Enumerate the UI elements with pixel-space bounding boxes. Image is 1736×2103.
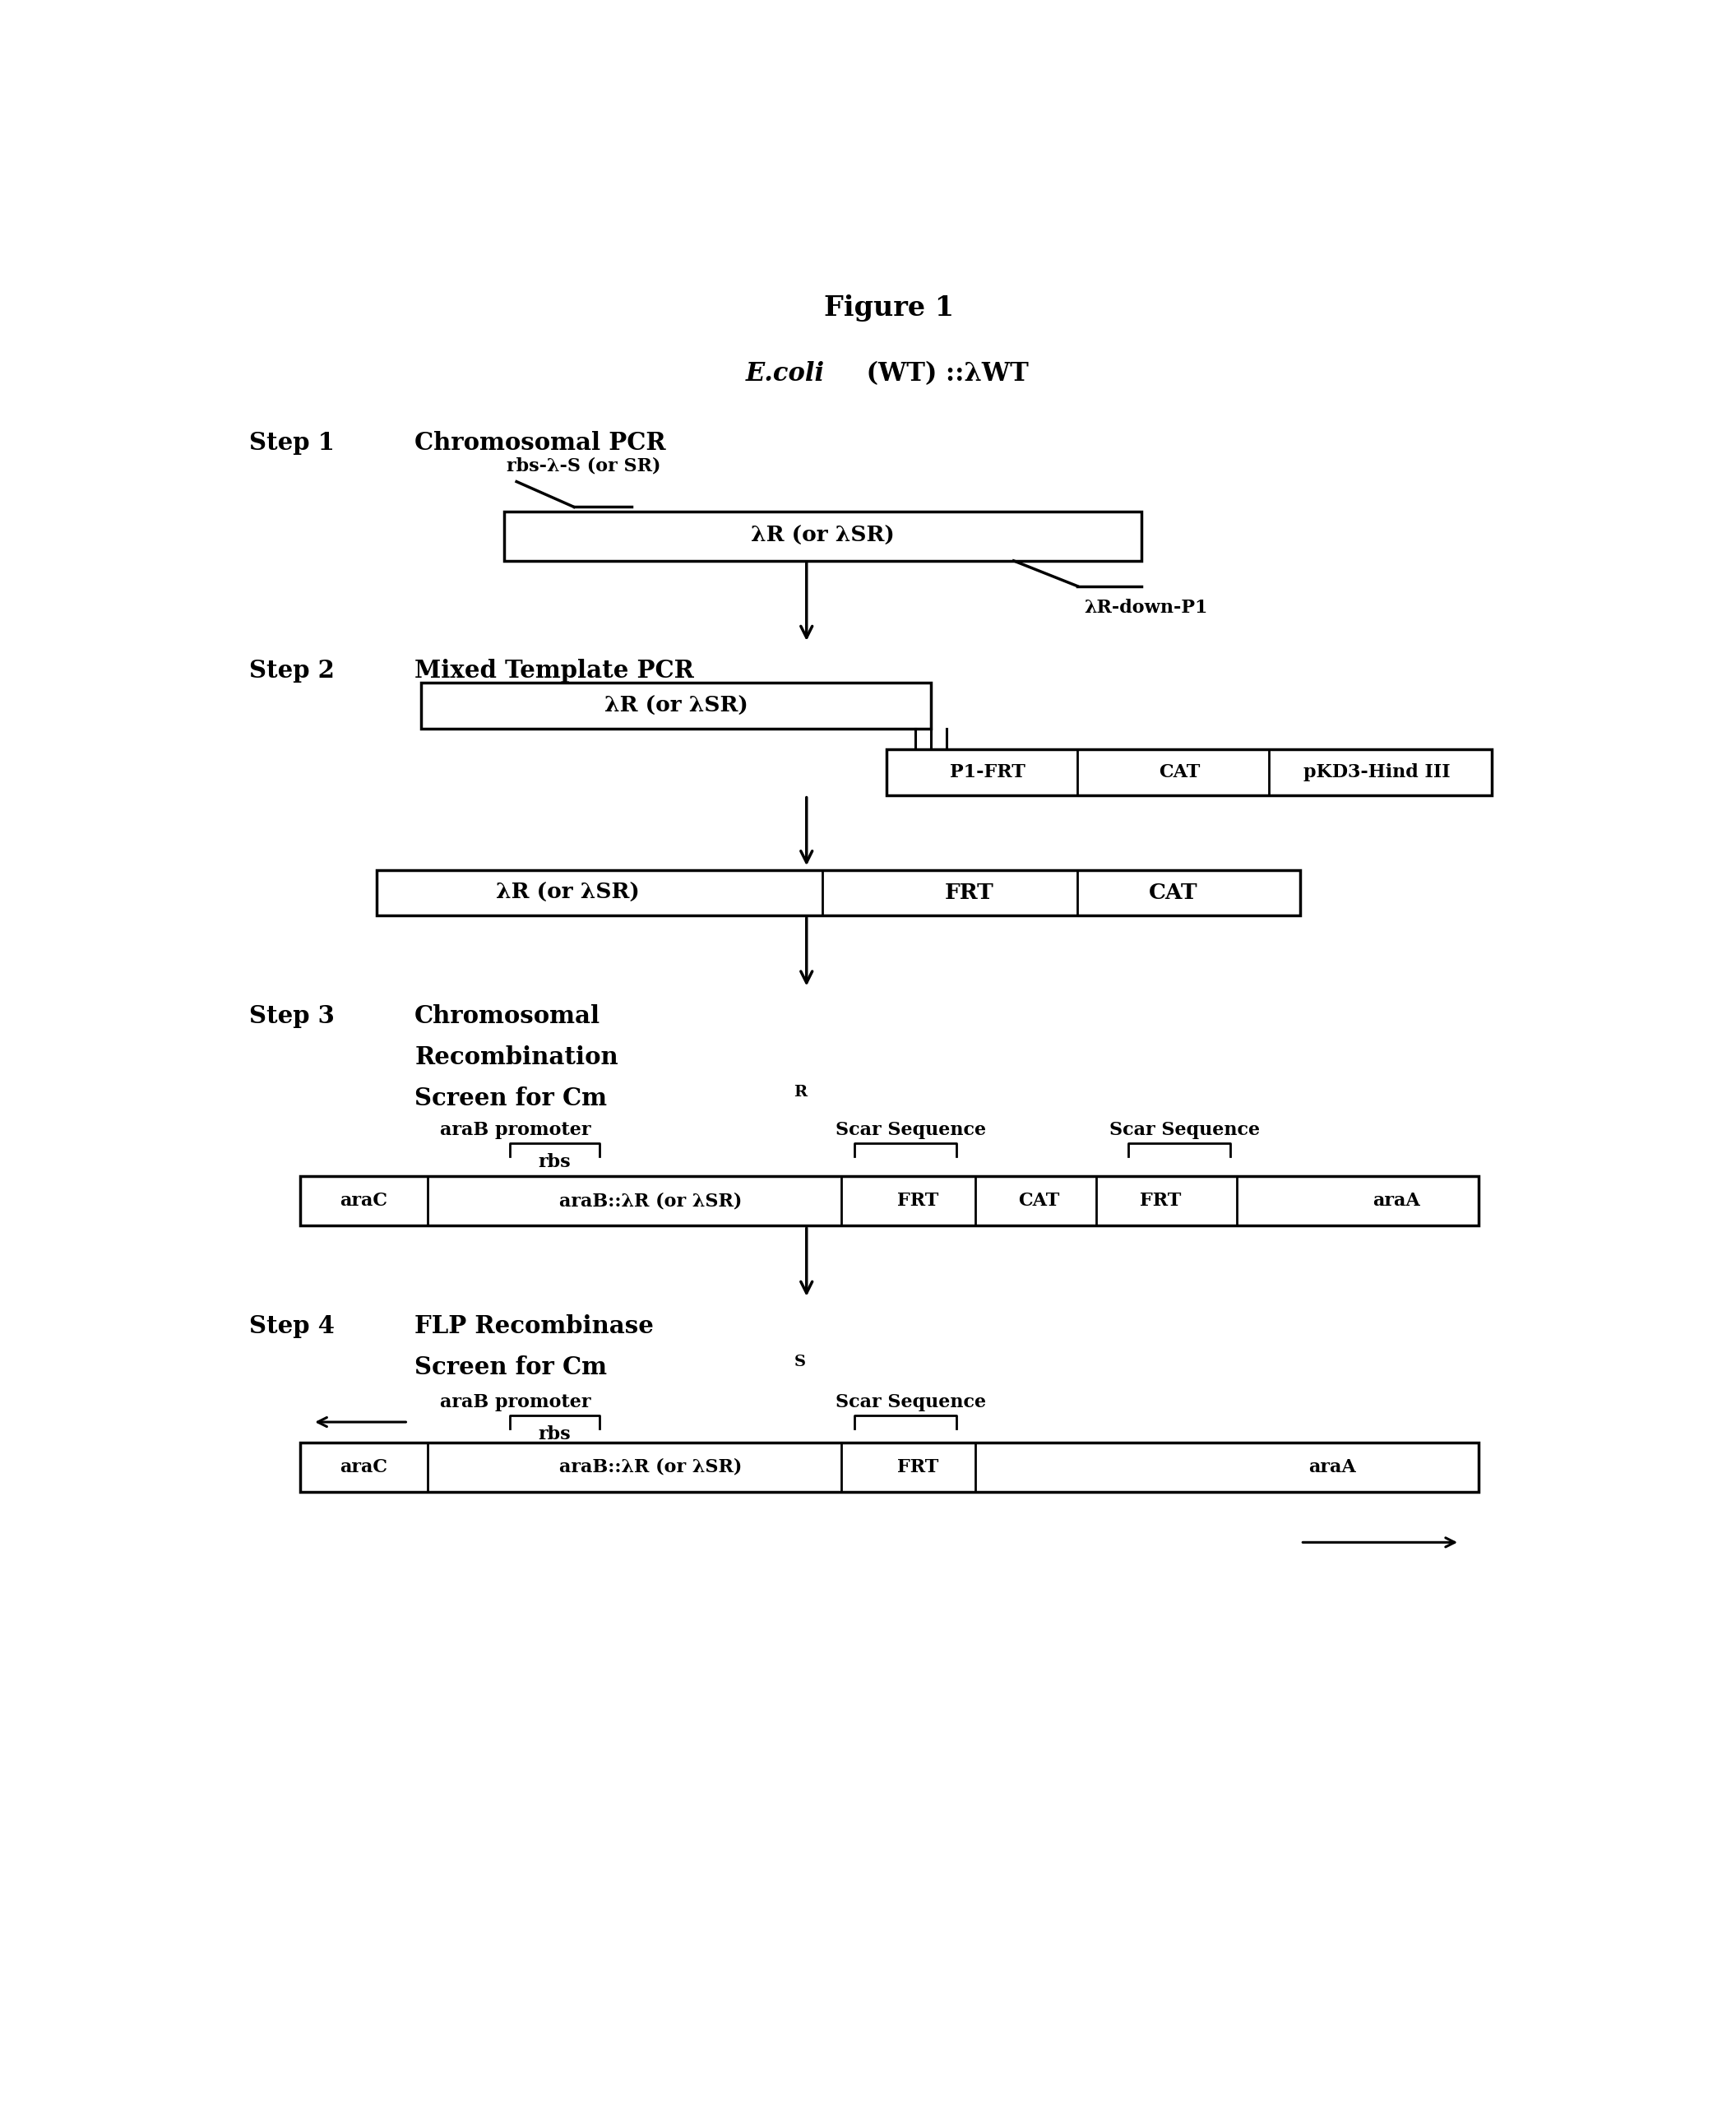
Text: araA: araA [1373,1192,1420,1209]
Text: FLP Recombinase: FLP Recombinase [415,1314,654,1338]
Text: Recombination: Recombination [415,1045,618,1068]
Text: araB::λR (or λSR): araB::λR (or λSR) [559,1457,741,1476]
Text: araC: araC [340,1192,387,1209]
Text: CAT: CAT [1149,883,1198,902]
Text: Scar Sequence: Scar Sequence [835,1121,986,1140]
Text: (WT) ::λWT: (WT) ::λWT [858,362,1028,387]
Text: Scar Sequence: Scar Sequence [1109,1121,1260,1140]
Text: Step 3: Step 3 [248,1003,335,1028]
Text: Screen for Cm: Screen for Cm [415,1356,608,1380]
Text: CAT: CAT [1158,763,1200,782]
Text: rbs: rbs [538,1152,571,1171]
FancyBboxPatch shape [885,749,1491,795]
Text: λR (or λSR): λR (or λSR) [750,526,894,547]
FancyBboxPatch shape [503,511,1141,562]
Text: Mixed Template PCR: Mixed Template PCR [415,658,694,683]
Text: pKD3-Hind III: pKD3-Hind III [1304,763,1450,782]
FancyBboxPatch shape [300,1176,1479,1226]
Text: araC: araC [340,1457,387,1476]
FancyBboxPatch shape [420,683,930,728]
Text: FRT: FRT [898,1457,939,1476]
Text: S: S [793,1354,806,1369]
Text: araB promoter: araB promoter [439,1121,590,1140]
Text: rbs-λ-S (or SR): rbs-λ-S (or SR) [507,456,661,475]
Text: araA: araA [1309,1457,1356,1476]
FancyBboxPatch shape [300,1443,1479,1491]
Text: rbs: rbs [538,1426,571,1443]
Text: R: R [793,1085,807,1100]
Text: Step 4: Step 4 [248,1314,335,1338]
Text: λR-down-P1: λR-down-P1 [1083,599,1208,616]
Text: araB promoter: araB promoter [439,1394,590,1411]
Text: FRT: FRT [898,1192,939,1209]
Text: Step 2: Step 2 [248,658,335,683]
Text: E.coli: E.coli [746,362,825,387]
Text: FRT: FRT [944,883,993,902]
Text: CAT: CAT [1019,1192,1061,1209]
Text: Scar Sequence: Scar Sequence [835,1394,986,1411]
Text: Screen for Cm: Screen for Cm [415,1087,608,1110]
Text: Figure 1: Figure 1 [825,294,955,322]
Text: P1-FRT: P1-FRT [950,763,1026,782]
FancyBboxPatch shape [377,871,1300,915]
Text: Chromosomal: Chromosomal [415,1003,601,1028]
Text: λR (or λSR): λR (or λSR) [604,696,748,717]
Text: λR (or λSR): λR (or λSR) [496,883,639,902]
Text: FRT: FRT [1139,1192,1180,1209]
Text: Step 1: Step 1 [248,431,335,454]
Text: Chromosomal PCR: Chromosomal PCR [415,431,667,454]
Text: araB::λR (or λSR): araB::λR (or λSR) [559,1192,741,1209]
